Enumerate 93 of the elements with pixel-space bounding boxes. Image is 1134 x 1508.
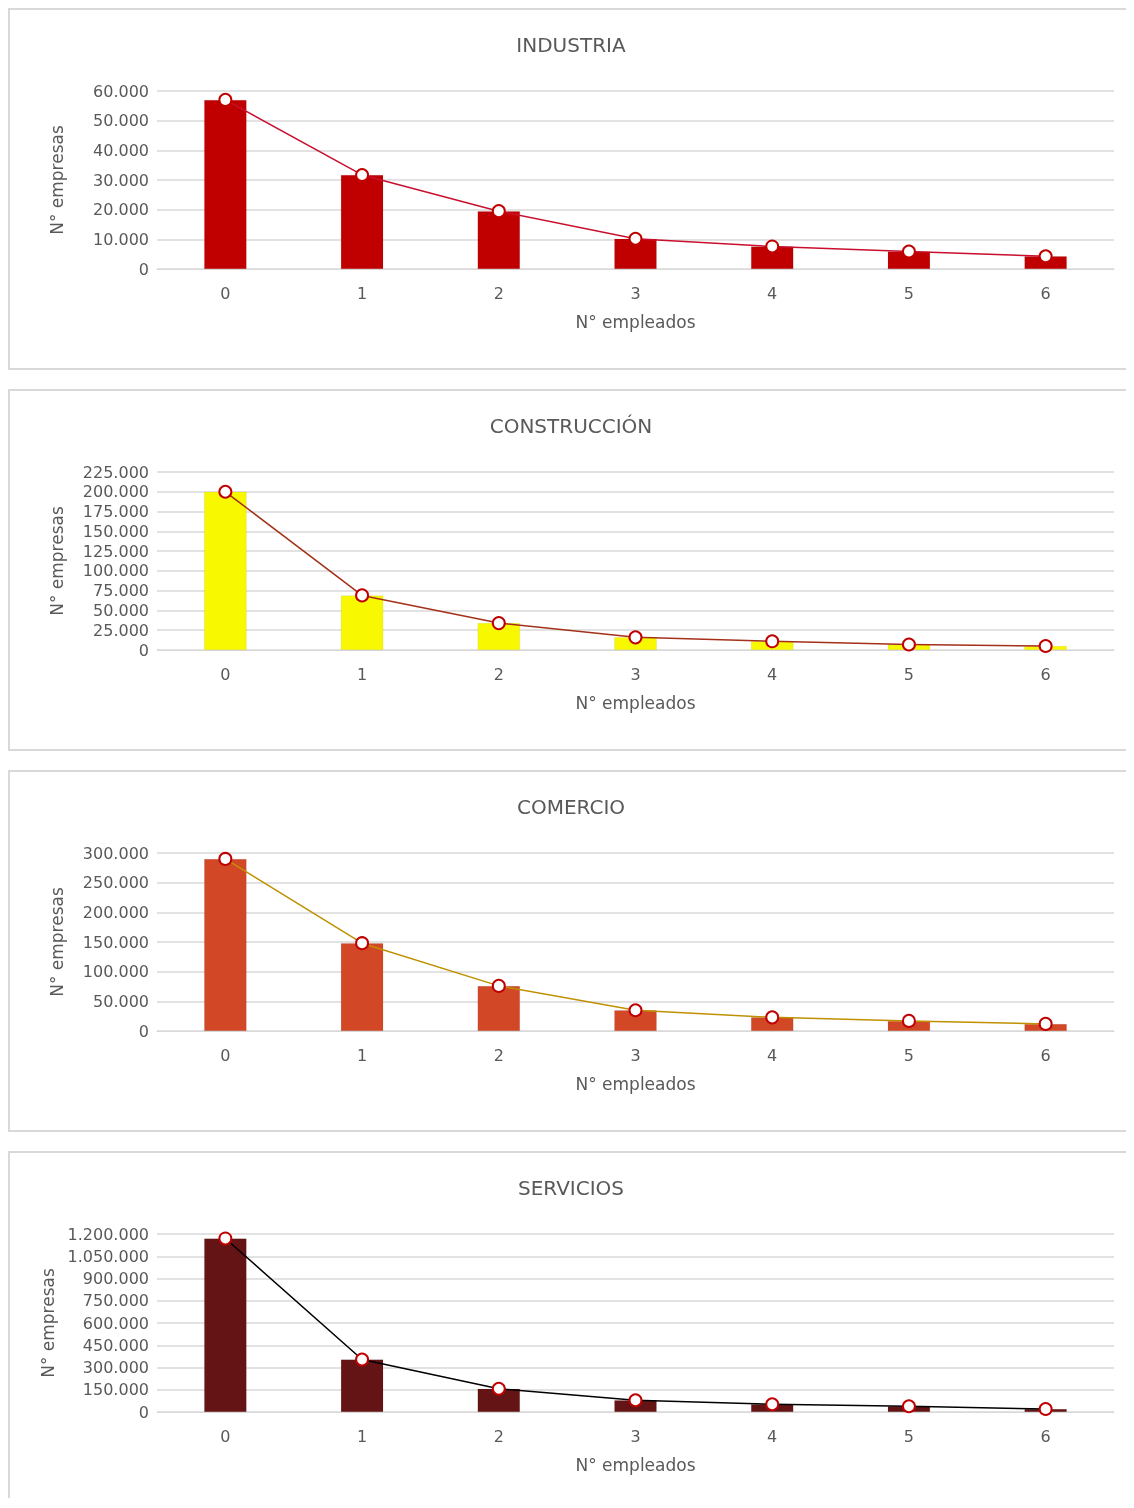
bar: [477, 623, 520, 650]
y-tick-label: 0: [138, 640, 149, 660]
x-tick-label: 6: [1040, 1045, 1051, 1065]
x-axis-title: N° empleados: [575, 1454, 696, 1475]
x-tick-label: 2: [493, 664, 504, 684]
y-tick-label: 50.000: [93, 991, 149, 1011]
bar: [204, 858, 247, 1031]
y-axis-title: N° empresas: [46, 887, 67, 997]
y-tick-label: 25.000: [93, 620, 149, 640]
x-tick-label: 0: [220, 283, 231, 303]
point: [218, 92, 233, 107]
point: [901, 244, 916, 259]
y-axis-title: N° empresas: [46, 506, 67, 616]
chart-title: INDUSTRIA: [516, 33, 626, 57]
y-tick-label: 600.000: [82, 1313, 149, 1333]
x-tick-label: 3: [630, 1426, 641, 1446]
point: [628, 231, 643, 246]
point: [628, 630, 643, 645]
y-tick-label: 0: [138, 1402, 149, 1422]
y-axis-title: N° empresas: [38, 1268, 59, 1378]
point: [218, 484, 233, 499]
y-tick-label: 300.000: [82, 843, 149, 863]
x-tick-label: 5: [903, 664, 915, 684]
x-axis-title: N° empleados: [575, 692, 696, 713]
bar: [340, 595, 384, 650]
x-tick-label: 6: [1040, 664, 1051, 684]
chart-title: SERVICIOS: [517, 1176, 625, 1200]
y-tick-label: 60.000: [93, 81, 149, 101]
x-tick-label: 3: [630, 1045, 641, 1065]
point: [1038, 639, 1053, 654]
y-tick-label: 200.000: [82, 902, 149, 922]
point: [1038, 249, 1053, 264]
y-tick-label: 0: [138, 1021, 149, 1041]
point: [355, 588, 370, 603]
y-tick-label: 30.000: [93, 170, 149, 190]
x-tick-label: 0: [220, 1426, 231, 1446]
y-tick-label: 100.000: [82, 561, 149, 581]
y-tick-label: 175.000: [82, 502, 149, 522]
x-tick-label: 3: [630, 664, 641, 684]
y-tick-label: 750.000: [82, 1291, 149, 1311]
y-tick-label: 150.000: [82, 932, 149, 952]
bar: [340, 943, 384, 1031]
x-tick-label: 0: [220, 1045, 231, 1065]
y-tick-label: 100.000: [82, 962, 149, 982]
point: [765, 634, 780, 649]
y-tick-label: 40.000: [93, 140, 149, 160]
y-tick-label: 0: [138, 259, 149, 279]
point: [355, 167, 370, 182]
y-tick-label: 225.000: [82, 462, 149, 482]
y-tick-label: 75.000: [93, 581, 149, 601]
x-tick-label: 1: [356, 1045, 368, 1065]
bar: [204, 491, 247, 650]
point: [765, 239, 780, 254]
x-tick-label: 6: [1040, 1426, 1051, 1446]
chart-title: CONSTRUCCIÓN: [489, 414, 653, 438]
y-tick-label: 250.000: [82, 873, 149, 893]
y-tick-label: 300.000: [82, 1358, 149, 1377]
x-tick-label: 5: [903, 283, 915, 303]
y-tick-label: 200.000: [82, 482, 149, 502]
x-tick-label: 5: [903, 1045, 915, 1065]
x-tick-label: 4: [767, 664, 778, 684]
x-tick-label: 2: [493, 283, 504, 303]
point: [491, 204, 506, 219]
y-tick-label: 1.200.000: [67, 1224, 149, 1244]
y-tick-label: 150.000: [82, 1380, 149, 1400]
y-tick-label: 900.000: [82, 1269, 149, 1288]
y-tick-label: 20.000: [93, 200, 149, 220]
x-axis-title: N° empleados: [575, 311, 696, 332]
x-tick-label: 1: [356, 283, 368, 303]
chart-title: COMERCIO: [516, 795, 626, 819]
x-tick-label: 2: [493, 1045, 504, 1065]
bar: [477, 985, 520, 1031]
x-tick-label: 4: [767, 1426, 778, 1446]
x-tick-label: 1: [356, 664, 368, 684]
y-tick-label: 150.000: [82, 521, 149, 541]
x-tick-label: 6: [1040, 283, 1051, 303]
x-axis-title: N° empleados: [575, 1073, 696, 1094]
y-tick-label: 50.000: [93, 111, 149, 131]
point: [901, 637, 916, 652]
y-tick-label: 450.000: [82, 1335, 149, 1355]
point: [491, 616, 506, 631]
x-tick-label: 4: [767, 1045, 778, 1065]
y-tick-label: 10.000: [93, 229, 149, 249]
x-tick-label: 2: [493, 1426, 504, 1446]
x-tick-label: 4: [767, 283, 778, 303]
y-tick-label: 50.000: [93, 600, 149, 620]
y-axis-title: N° empresas: [46, 125, 67, 235]
x-tick-label: 3: [630, 283, 641, 303]
y-tick-label: 125.000: [82, 541, 149, 561]
x-tick-label: 1: [356, 1426, 368, 1446]
x-tick-label: 5: [903, 1426, 915, 1446]
x-tick-label: 0: [220, 664, 231, 684]
y-tick-label: 1.050.000: [67, 1246, 149, 1266]
